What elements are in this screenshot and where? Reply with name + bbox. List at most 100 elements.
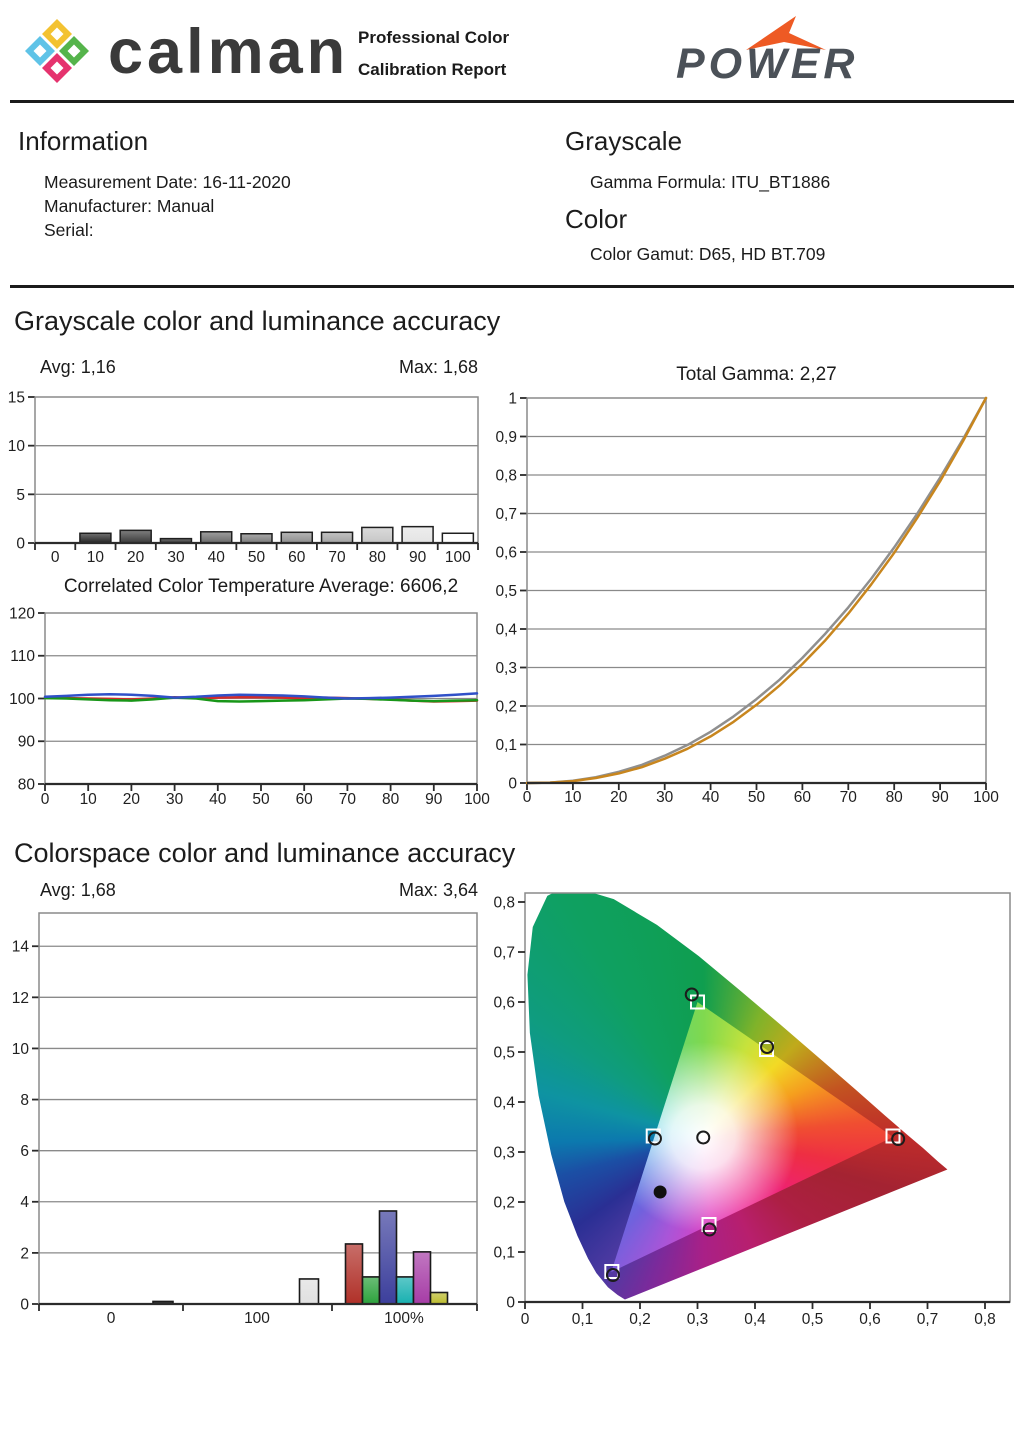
de-bar-10 [79, 532, 112, 544]
red-de-bar [344, 1243, 364, 1305]
calman-logo: calman [18, 12, 349, 92]
blue-line [43, 692, 479, 700]
de-bar-80 [361, 526, 394, 544]
svg-text:0,2: 0,2 [629, 1311, 651, 1328]
grayscale-avg-label: Avg: 1,16 [40, 357, 116, 377]
svg-text:100%: 100% [384, 1310, 424, 1327]
target-square [701, 1217, 717, 1232]
svg-text:100: 100 [973, 789, 999, 806]
colorspace-avg-label: Avg: 1,68 [40, 880, 116, 900]
svg-text:0: 0 [20, 1296, 29, 1313]
svg-text:0,1: 0,1 [572, 1311, 594, 1328]
svg-text:100: 100 [9, 691, 35, 708]
svg-text:0,5: 0,5 [495, 583, 517, 600]
svg-text:10: 10 [8, 438, 26, 455]
svg-text:5: 5 [16, 487, 25, 504]
svg-text:70: 70 [840, 789, 858, 806]
white-de-bar [298, 1278, 320, 1305]
svg-text:0,2: 0,2 [493, 1194, 515, 1211]
svg-text:90: 90 [18, 734, 36, 751]
measured-line [525, 396, 988, 785]
serial: Serial: [44, 220, 94, 240]
svg-text:0,4: 0,4 [493, 1094, 515, 1111]
svg-text:0,1: 0,1 [495, 737, 517, 754]
svg-text:0: 0 [16, 535, 25, 552]
svg-text:0: 0 [508, 775, 517, 792]
svg-text:60: 60 [794, 789, 812, 806]
calman-diamond-icon [25, 19, 89, 83]
svg-text:100: 100 [464, 791, 490, 808]
svg-text:0,8: 0,8 [493, 894, 515, 911]
svg-text:20: 20 [127, 549, 145, 566]
svg-text:10: 10 [80, 791, 98, 808]
measured-point [891, 1132, 906, 1146]
de-bar-40 [199, 531, 233, 544]
measured-point [702, 1222, 717, 1237]
svg-text:70: 70 [328, 549, 346, 566]
colorspace-section-heading: Colorspace color and luminance accuracy [14, 838, 516, 868]
svg-text:0,2: 0,2 [495, 698, 517, 715]
svg-text:0,4: 0,4 [744, 1311, 766, 1328]
measured-point [696, 1130, 711, 1145]
svg-text:0,6: 0,6 [493, 994, 515, 1011]
de-bar-70 [320, 531, 354, 544]
svg-text:90: 90 [931, 789, 949, 806]
svg-text:50: 50 [252, 791, 270, 808]
gamma-line-chart: 00,10,20,30,40,50,60,70,80,910 10 20 30 40 50… [495, 390, 999, 806]
svg-text:0,5: 0,5 [493, 1044, 515, 1061]
grayscale-section-heading: Grayscale color and luminance accuracy [14, 306, 501, 336]
svg-text:0,8: 0,8 [495, 467, 517, 484]
de-bar-20 [119, 529, 152, 544]
svg-text:40: 40 [209, 791, 227, 808]
svg-text:50: 50 [248, 549, 266, 566]
green-de-bar [361, 1276, 381, 1305]
svg-text:100: 100 [244, 1310, 270, 1327]
yellow-de-bar [429, 1291, 449, 1305]
svg-text:50: 50 [748, 789, 766, 806]
blue-de-bar [378, 1210, 398, 1305]
svg-text:20: 20 [610, 789, 628, 806]
svg-text:0,7: 0,7 [917, 1311, 939, 1328]
svg-text:100: 100 [445, 549, 471, 566]
svg-text:0,9: 0,9 [495, 429, 517, 446]
svg-text:30: 30 [656, 789, 674, 806]
power-logo: POWER [676, 14, 916, 98]
power-wordmark: POWER [676, 40, 859, 88]
manufacturer: Manufacturer: Manual [44, 196, 215, 216]
svg-text:10: 10 [87, 549, 105, 566]
svg-text:80: 80 [18, 776, 36, 793]
information-heading: Information [18, 126, 149, 156]
svg-text:20: 20 [123, 791, 141, 808]
svg-text:0: 0 [521, 1311, 530, 1328]
de-bar-50 [240, 533, 273, 544]
cie-chromaticity-diagram: 0 0,1 0,2 0,3 0,4 0,5 0,6 0,7 0,8 0 0,1 0,2 0,3 0,4 0,… [490, 880, 1024, 1340]
svg-text:4: 4 [20, 1194, 29, 1211]
svg-text:12: 12 [12, 990, 29, 1007]
svg-text:15: 15 [8, 390, 25, 406]
svg-text:0: 0 [107, 1310, 116, 1327]
logo-wordmark: calman [108, 17, 350, 87]
svg-text:10: 10 [12, 1041, 30, 1058]
svg-text:6: 6 [20, 1143, 29, 1160]
svg-text:80: 80 [886, 789, 904, 806]
measured-point [647, 1131, 662, 1146]
svg-text:110: 110 [10, 648, 35, 665]
svg-text:80: 80 [369, 549, 387, 566]
svg-text:0,7: 0,7 [493, 944, 515, 961]
svg-text:0,6: 0,6 [495, 544, 517, 561]
svg-text:60: 60 [296, 791, 314, 808]
green-line [43, 696, 479, 703]
gamma-chart-title: Total Gamma: 2,27 [676, 364, 837, 385]
divider-top [10, 100, 1014, 103]
cct-chart-title: Correlated Color Temperature Average: 66… [63, 576, 459, 597]
measured-point [605, 1268, 620, 1282]
measured-point [760, 1040, 775, 1054]
svg-text:0,6: 0,6 [859, 1311, 881, 1328]
magenta-de-bar [412, 1251, 432, 1305]
svg-text:1: 1 [508, 390, 517, 407]
tagline-line-2: Calibration Report [358, 60, 507, 79]
grayscale-max-label: Max: 1,68 [398, 357, 478, 377]
de-bar-90 [401, 525, 434, 544]
report-tagline: Professional Color Calibration Report [358, 22, 509, 86]
